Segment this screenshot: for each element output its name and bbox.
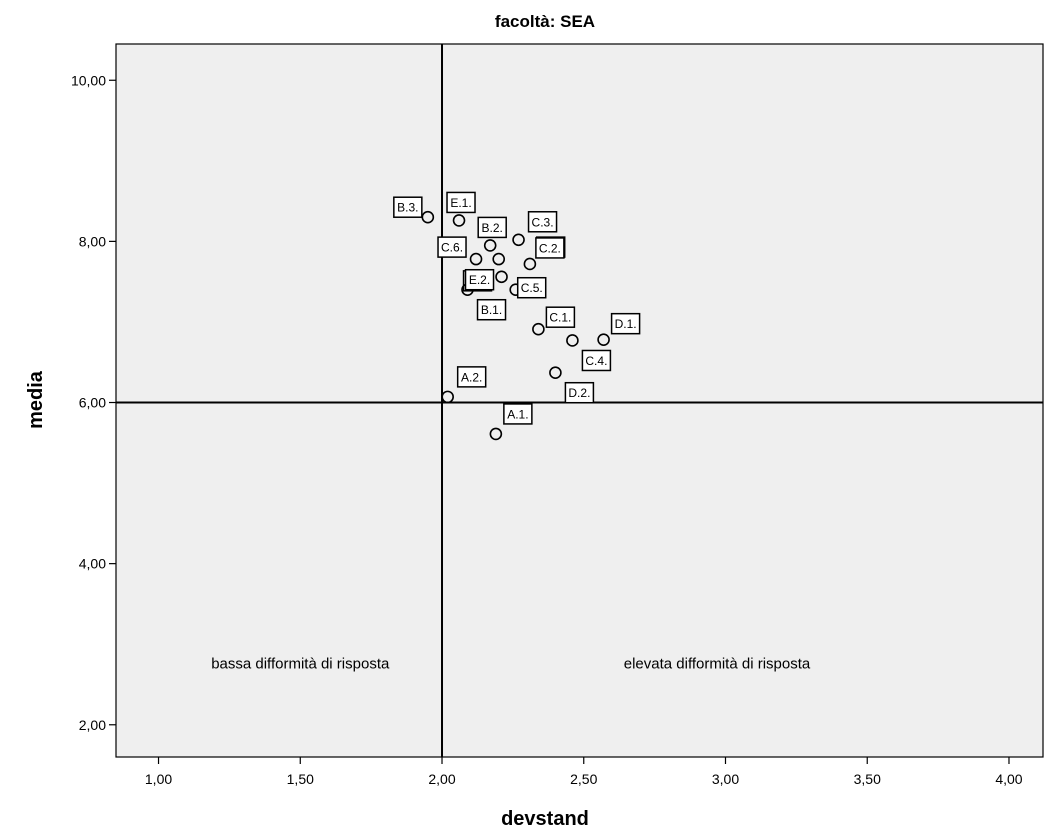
- chart-title: facoltà: SEA: [495, 12, 595, 31]
- x-tick-label: 2,50: [570, 771, 597, 787]
- x-tick-label: 3,00: [712, 771, 739, 787]
- point-label: A.2.: [461, 370, 482, 384]
- y-tick-label: 4,00: [79, 556, 106, 572]
- data-point: [512, 233, 525, 247]
- y-tick-label: 8,00: [79, 233, 106, 249]
- point-label: C.2.: [539, 241, 561, 255]
- point-label: C.6.: [441, 241, 463, 255]
- x-axis: 1,00 1,50 2,00 2,50 3,00 3,50 4,00: [145, 757, 1023, 787]
- quadrant-labels: bassa difformità di risposta elevata diff…: [211, 655, 811, 672]
- point-label-box: [476, 298, 507, 321]
- data-point: [566, 334, 579, 347]
- y-axis: 2,00 4,00 6,00 8,00 10,00: [71, 72, 116, 733]
- point-label-box: [464, 268, 495, 291]
- data-point: [523, 257, 537, 271]
- data-point: [483, 239, 497, 252]
- data-point: [495, 270, 508, 284]
- x-axis-title: devstand: [501, 808, 589, 830]
- point-label: E.2.: [469, 273, 490, 287]
- data-point: [597, 333, 610, 346]
- x-tick-label: 1,00: [145, 771, 172, 787]
- point-label-box: [477, 216, 507, 239]
- quadrant-label: bassa difformità di risposta: [211, 655, 390, 672]
- point-label-box: [564, 381, 595, 404]
- point-label-box: [545, 306, 576, 328]
- data-point: [492, 252, 506, 266]
- point-label: C.1.: [549, 311, 571, 325]
- point-label: B.2.: [482, 221, 503, 235]
- point-label-box: [393, 196, 423, 218]
- point-label: D.2.: [568, 386, 590, 400]
- point-label: C.5.: [521, 281, 543, 295]
- point-label-box: [610, 312, 641, 335]
- data-points: B.3.E.1.B.2.C.3.C.6.C.2.C.2.E.2.E.2.B.1.…: [393, 191, 641, 441]
- point-label: C.4.: [585, 354, 607, 368]
- x-tick-label: 2,00: [428, 771, 455, 787]
- data-point: [441, 390, 454, 404]
- y-tick-label: 6,00: [79, 395, 106, 411]
- data-point: [469, 252, 483, 266]
- point-label-box: [581, 349, 612, 372]
- point-label: C.3.: [532, 215, 554, 229]
- data-point: [532, 322, 545, 336]
- x-tick-label: 3,50: [854, 771, 881, 787]
- point-label-box: [527, 211, 558, 233]
- point-label-box: [456, 366, 487, 388]
- point-label-box: [516, 276, 547, 299]
- point-label: A.1.: [507, 407, 528, 421]
- y-axis-title: media: [25, 370, 47, 429]
- point-label: B.3.: [397, 201, 418, 215]
- data-point: [549, 366, 562, 380]
- point-label: D.1.: [615, 317, 637, 331]
- point-label-box: [503, 403, 533, 425]
- point-label-box: [535, 237, 565, 259]
- y-tick-label: 10,00: [71, 72, 106, 88]
- x-tick-label: 4,00: [995, 771, 1022, 787]
- y-tick-label: 2,00: [79, 717, 106, 733]
- point-label: B.1.: [481, 303, 502, 317]
- data-point: [489, 427, 503, 441]
- point-label-box: [446, 191, 476, 214]
- quadrant-label: elevata difformità di risposta: [624, 655, 811, 672]
- x-tick-label: 1,50: [287, 771, 314, 787]
- data-point: [452, 214, 466, 227]
- point-label: E.1.: [450, 196, 471, 210]
- point-label-box: [437, 236, 467, 258]
